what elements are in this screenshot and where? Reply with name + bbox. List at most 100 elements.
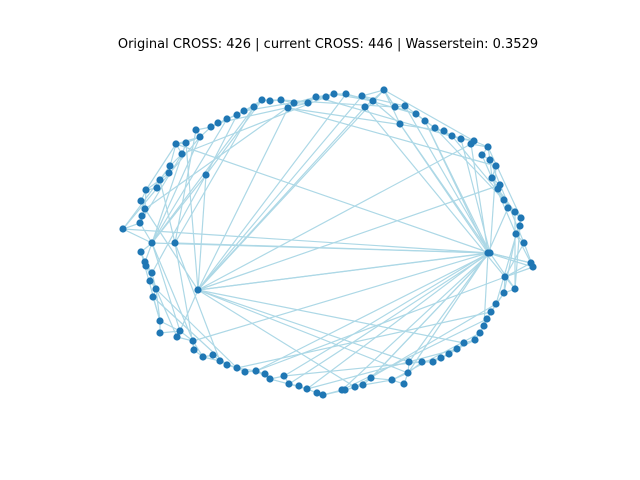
graph-node [152,285,160,293]
graph-edge [139,222,153,244]
graph-node [445,350,453,358]
graph-edge [514,225,521,290]
graph-edge [155,288,238,369]
graph-edge [255,276,506,372]
graph-node [266,97,274,105]
graph-edge [306,348,458,390]
graph-node [359,381,367,389]
graph-node [148,269,156,277]
graph-edge [424,120,489,254]
graph-node [471,336,479,344]
graph-edge [122,228,153,244]
graph-node [233,364,241,372]
graph-edge [345,93,417,115]
graph-node [483,315,491,323]
graph-node [199,353,207,361]
graph-node [380,86,388,94]
graph-edge [205,114,238,176]
graph-edge [372,100,401,125]
graph-node [418,358,426,366]
graph-node [486,249,494,257]
graph-edge [197,107,289,291]
graph-edge [197,93,347,291]
graph-node [405,358,413,366]
graph-edge [354,303,497,388]
graph-node [142,186,150,194]
graph-node [488,174,496,182]
graph-node [192,126,200,134]
graph-edge [197,143,472,291]
graph-node [429,358,437,366]
graph-edge [483,252,489,327]
graph-node [476,329,484,337]
graph-edge [197,289,410,363]
graph-node [322,93,330,101]
graph-node [196,133,204,141]
graph-edge [408,252,489,363]
graph-node [341,386,349,394]
graph-node [342,90,350,98]
graph-edge [197,289,409,374]
graph-edges [122,89,534,396]
graph-edge [243,96,327,112]
graph-edge [399,123,516,290]
graph-edge [145,265,178,338]
graph-node [209,351,217,359]
graph-node [223,115,231,123]
graph-edge [341,252,491,391]
graph-node [137,197,145,205]
graph-edge [487,207,509,254]
graph-edge [362,379,393,386]
graph-node [138,212,146,220]
graph-node [487,308,495,316]
graph-node [460,339,468,347]
graph-node [216,357,224,365]
graph-edge [122,165,171,230]
graph-node [511,285,519,293]
graph-node [511,208,519,216]
graph-edge [192,252,489,342]
graph-node [285,380,293,388]
graph-node [142,262,150,270]
graph-edge [145,143,177,191]
graph-node [440,127,448,135]
graph-node [156,176,164,184]
graph-node [173,333,181,341]
graph-edge [197,252,491,291]
graph-node [207,123,215,131]
graph-edge [434,127,522,219]
graph-node [396,120,404,128]
graph-node [233,111,241,119]
graph-node [391,103,399,111]
graph-edge [341,318,488,391]
graph-node [137,248,145,256]
graph-node [312,93,320,101]
graph-node [258,96,266,104]
graph-edge [197,106,366,291]
graph-edge [144,102,295,210]
graph-edge [255,252,491,372]
graph-node [501,273,509,281]
graph-node [453,345,461,353]
graph-node [148,239,156,247]
graph-edge [151,142,187,244]
graph-edge [306,252,489,390]
graph-edge [236,311,492,369]
graph-node [141,205,149,213]
graph-node [504,204,512,212]
graph-node [171,239,179,247]
graph-node [478,151,486,159]
graph-edge [407,252,489,374]
graph-edge [159,179,176,244]
graph-node [437,354,445,362]
graph-edge [370,252,491,379]
graph-node [358,92,366,100]
graph-edge [504,266,534,278]
graph-node [484,143,492,151]
graph-edge [197,95,363,291]
graph-edge [175,143,491,254]
graph-node [165,169,173,177]
graph-edge [159,320,181,332]
graph-node [240,107,248,115]
graph-edge [283,252,489,377]
